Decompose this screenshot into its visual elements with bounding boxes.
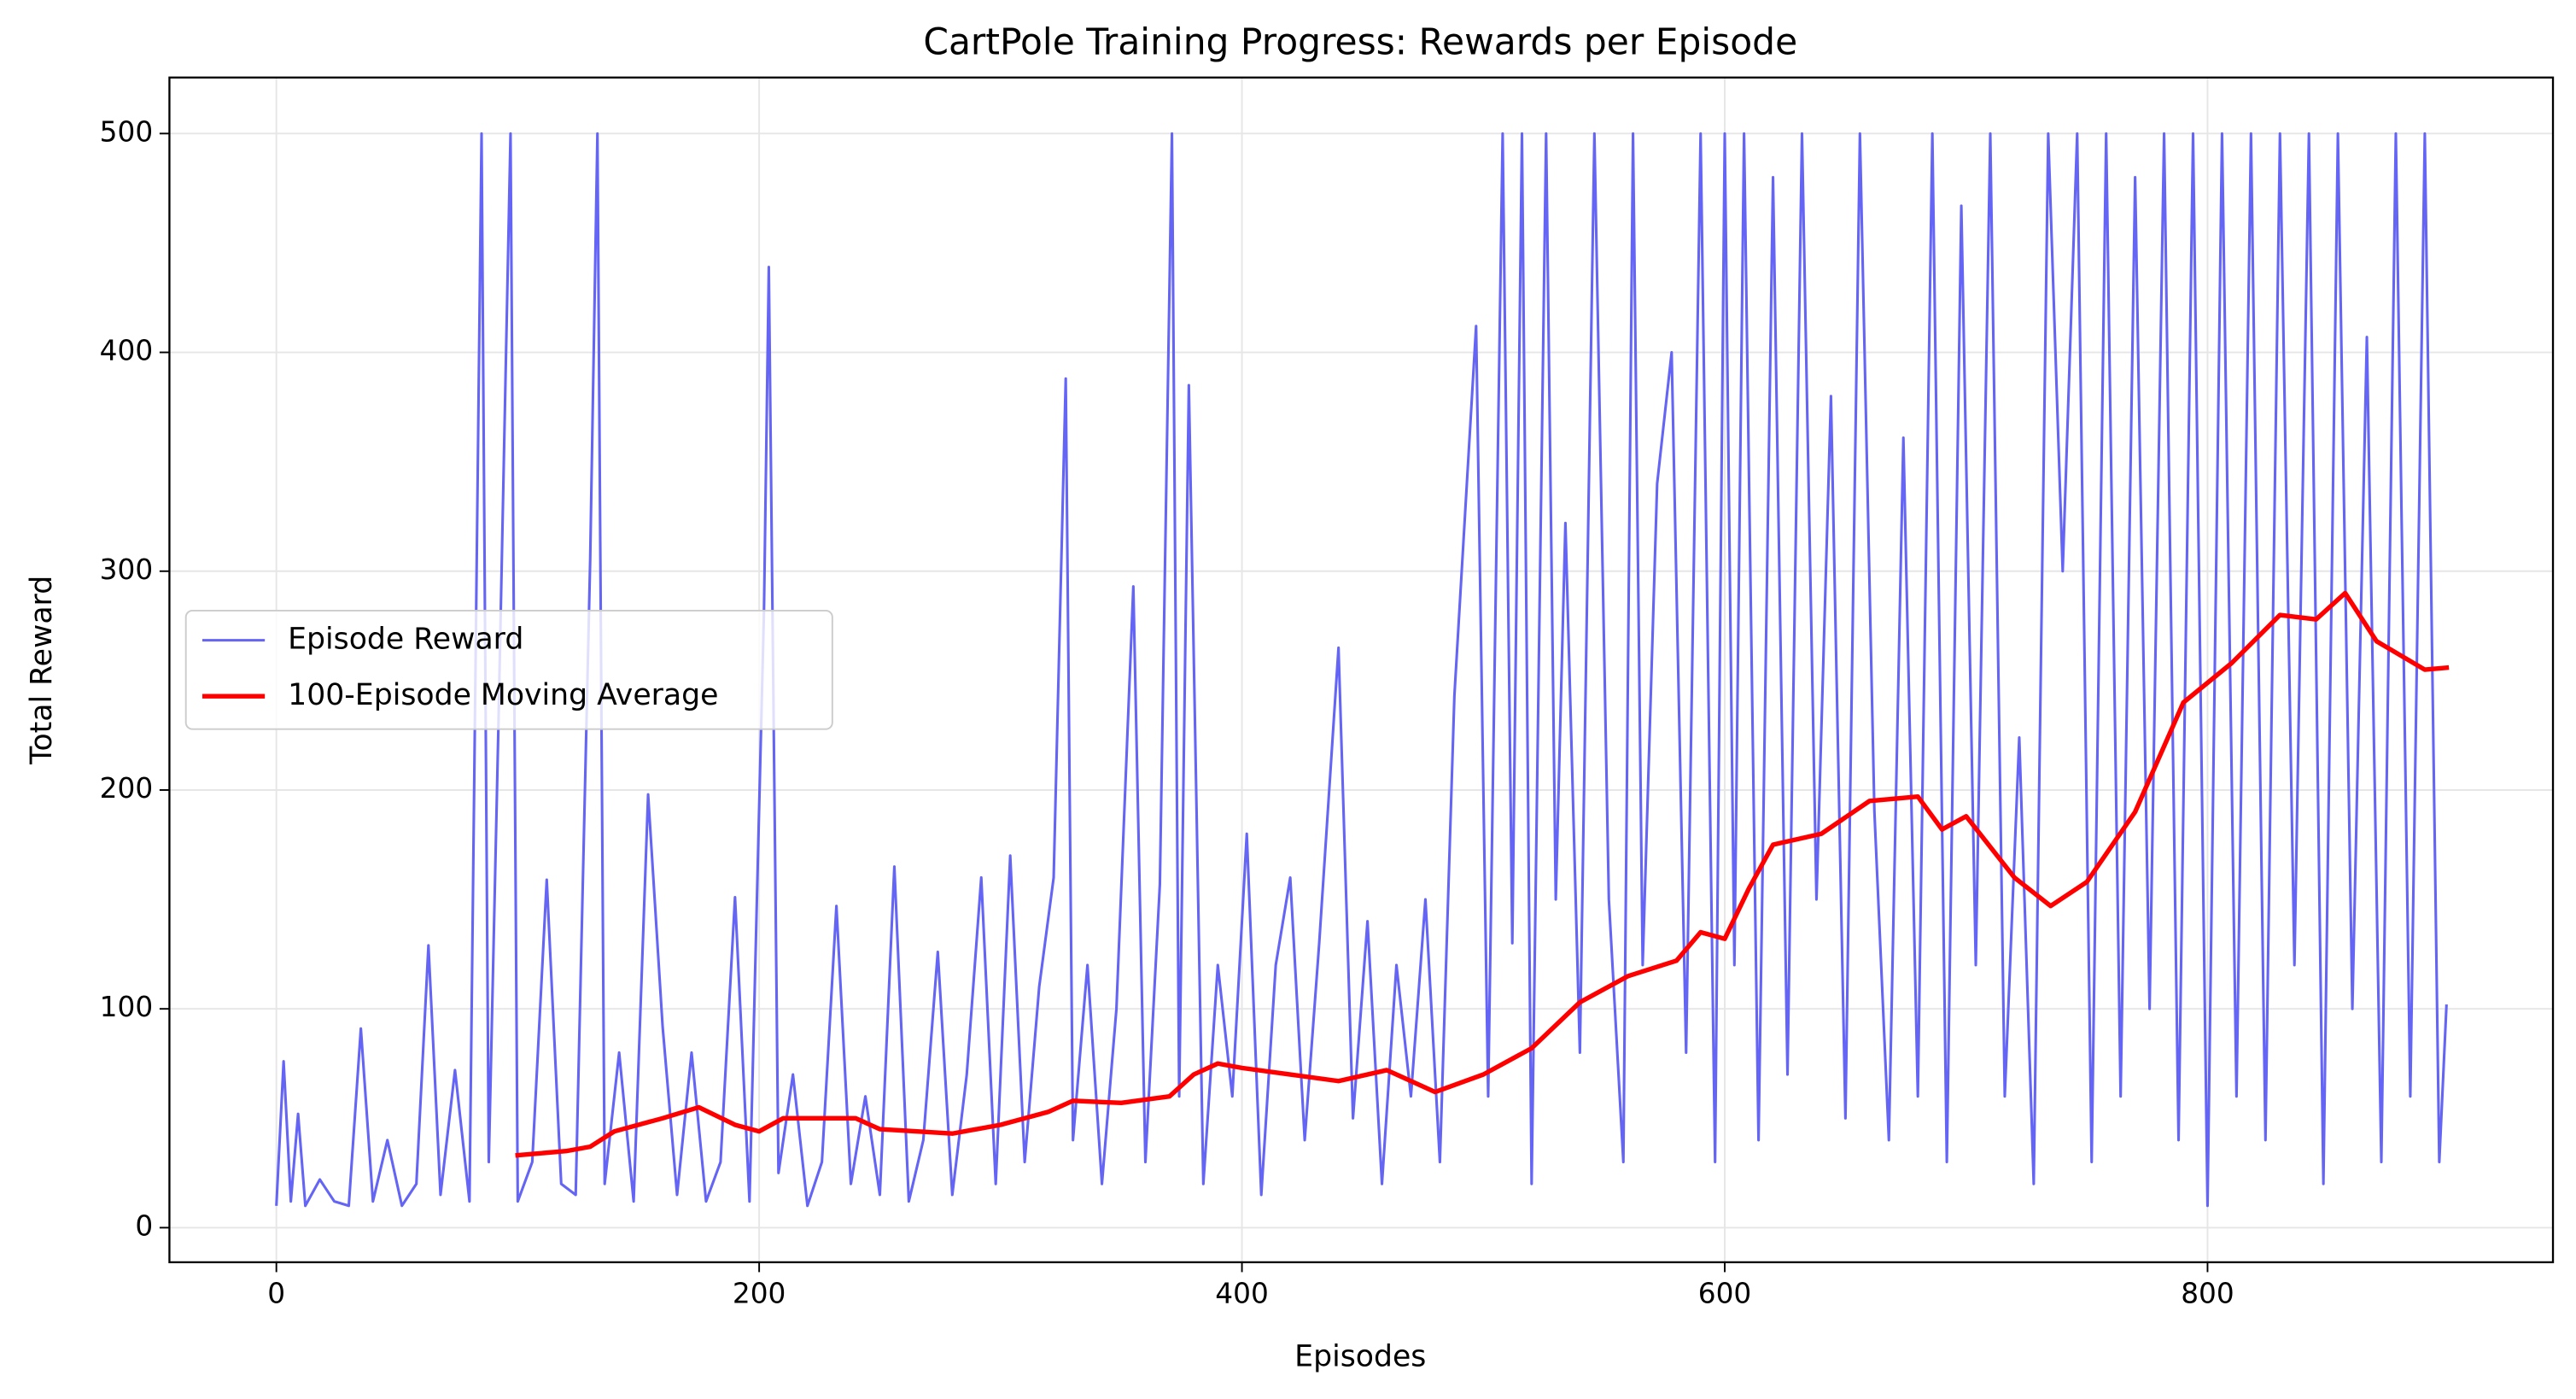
x-tick-label: 600 [1698,1277,1752,1309]
plot-frame [168,76,2555,1264]
x-tick-label: 400 [1215,1277,1269,1309]
y-axis-label: Total Reward [25,576,59,765]
y-tick-label: 100 [100,991,154,1023]
x-axis-label: Episodes [1294,1340,1426,1374]
series-line [275,132,2448,1208]
legend-label: 100-Episode Moving Average [288,678,718,712]
y-tick-label: 400 [100,335,154,367]
chart-title: CartPole Training Progress: Rewards per … [923,21,1797,63]
legend-box [184,610,833,730]
y-tick-label: 0 [135,1209,153,1242]
x-tick-label: 200 [733,1277,786,1309]
legend-label: Episode Reward [288,623,523,657]
x-tick-label: 800 [2181,1277,2234,1309]
y-tick-label: 300 [100,553,154,586]
series-line [515,590,2450,1158]
y-tick-label: 200 [100,772,154,805]
x-tick-label: 0 [267,1277,285,1309]
y-tick-label: 500 [100,115,154,148]
